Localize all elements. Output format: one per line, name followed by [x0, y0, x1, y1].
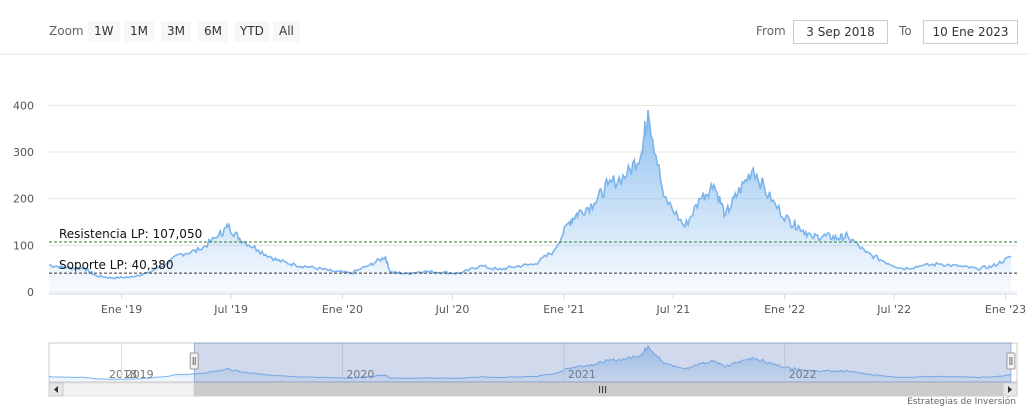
range-selector-toolbar: Zoom 1W 1M 3M 6M YTD All From 3 Sep 2018…: [0, 0, 1028, 60]
navigator-year-label: 2020: [346, 368, 374, 381]
support-label: Soporte LP: 40,380: [59, 258, 174, 272]
navigator-year-label: 2021: [568, 368, 596, 381]
y-tick-label: 100: [13, 239, 34, 252]
price-series: [48, 109, 1012, 292]
zoom-all-button[interactable]: All: [273, 21, 300, 42]
y-tick-label: 0: [27, 286, 34, 299]
navigator-selection: [193, 342, 1012, 383]
reference-lines: Resistencia LP: 107,050 Soporte LP: 40,38…: [49, 227, 1017, 274]
y-tick-label: 300: [13, 146, 34, 159]
zoom-ytd-button[interactable]: YTD: [234, 21, 270, 42]
arrow-left-icon: [54, 386, 58, 393]
zoom-1m-button[interactable]: 1M: [124, 21, 154, 42]
navigator-handle-right[interactable]: [1006, 352, 1016, 370]
x-tick-label: Ene '19: [101, 303, 142, 316]
zoom-label: Zoom: [49, 24, 84, 38]
x-axis: Ene '19 Jul '19 Ene '20 Jul '20 Ene '21 Jul '…: [49, 293, 1026, 316]
to-date-input[interactable]: 10 Ene 2023: [923, 20, 1018, 44]
navigator-year-label: 2022: [789, 368, 817, 381]
x-tick-label: Jul '19: [213, 303, 248, 316]
navigator-handle-left[interactable]: [189, 352, 199, 370]
arrow-right-icon: [1008, 386, 1012, 393]
navigator-year-label: 2019: [126, 368, 154, 381]
x-tick-label: Jul '22: [876, 303, 911, 316]
from-label: From: [756, 24, 786, 38]
y-tick-label: 200: [13, 193, 34, 206]
navigator-line: [49, 344, 1012, 380]
x-tick-label: Jul '21: [655, 303, 690, 316]
y-axis: 0 100 200 300 400: [13, 99, 34, 299]
price-area: [49, 110, 1011, 292]
from-date-input[interactable]: 3 Sep 2018: [793, 20, 888, 44]
navigator-year-label: 2018: [109, 368, 137, 381]
x-tick-label: Ene '23: [985, 303, 1026, 316]
zoom-6m-button[interactable]: 6M: [198, 21, 228, 42]
to-label: To: [899, 24, 912, 38]
resistance-label: Resistencia LP: 107,050: [59, 227, 202, 241]
x-tick-label: Ene '21: [543, 303, 584, 316]
zoom-3m-button[interactable]: 3M: [161, 21, 191, 42]
chart-credit: Estrategias de Inversión: [907, 397, 1016, 407]
x-tick-label: Jul '20: [435, 303, 470, 316]
price-line: [48, 109, 1012, 280]
navigator-area: [49, 345, 1011, 382]
x-tick-label: Ene '20: [322, 303, 363, 316]
y-tick-label: 400: [13, 99, 34, 112]
zoom-1w-button[interactable]: 1W: [88, 21, 120, 42]
x-tick-label: Ene '22: [764, 303, 805, 316]
